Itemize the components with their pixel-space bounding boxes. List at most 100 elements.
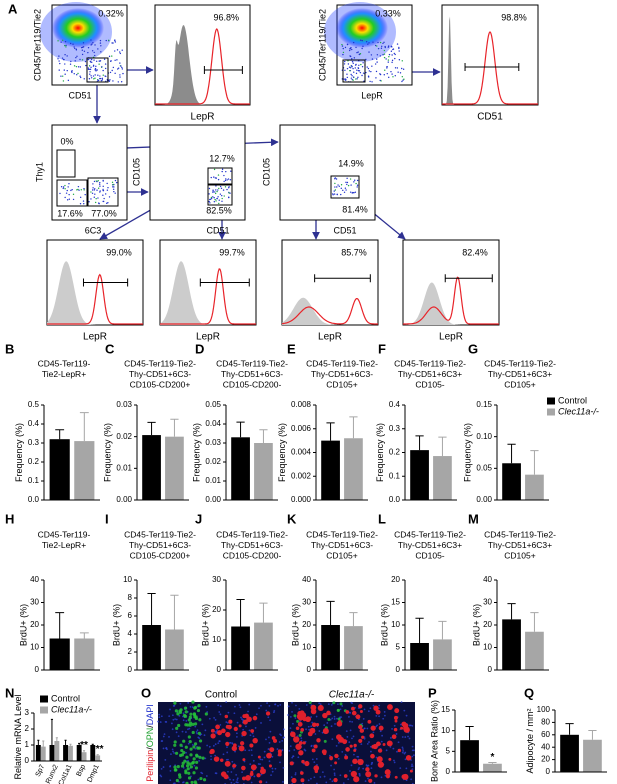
event-dot	[384, 69, 386, 71]
event-dot	[368, 70, 371, 72]
event-dot	[115, 181, 118, 184]
event-dot	[97, 79, 100, 82]
event-dot	[120, 81, 123, 83]
axis-label: CD45/Ter119/Tie2	[317, 9, 327, 81]
nucleus	[247, 710, 249, 713]
y-tick-label: 10	[483, 643, 492, 652]
event-dot	[94, 201, 97, 204]
event-dot	[67, 79, 70, 82]
bone-stain	[180, 764, 185, 768]
event-dot	[210, 176, 212, 179]
nucleus	[361, 722, 364, 725]
y-tick-label: 0	[396, 665, 401, 674]
event-dot	[388, 56, 390, 58]
gate	[87, 177, 119, 207]
event-dot	[102, 188, 104, 191]
axes	[225, 405, 278, 501]
stained-histogram	[155, 27, 250, 105]
adipocyte	[394, 775, 398, 779]
nucleus	[226, 722, 229, 724]
gate-percent: 85.7%	[341, 247, 367, 257]
nucleus	[196, 732, 199, 735]
adipocyte	[370, 725, 376, 731]
error-bar	[69, 743, 72, 746]
event-dot	[76, 189, 78, 191]
event-dot	[342, 51, 345, 54]
gate-percent: 0.33%	[375, 8, 401, 18]
event-dot	[221, 197, 223, 200]
bone-stain	[179, 753, 183, 757]
nucleus	[238, 704, 241, 706]
control-histogram	[282, 297, 378, 325]
event-dot	[57, 40, 59, 42]
nucleus	[378, 715, 380, 718]
error-bar	[415, 617, 424, 643]
event-dot	[87, 58, 90, 61]
event-dot	[76, 74, 78, 76]
nucleus	[185, 751, 187, 754]
nucleus	[257, 763, 260, 765]
event-dot	[334, 177, 337, 179]
nucleus	[177, 735, 180, 738]
adipocyte	[239, 741, 245, 746]
event-dot	[77, 188, 79, 191]
bone-stain	[194, 766, 199, 770]
adipocyte	[233, 726, 238, 732]
nucleus	[187, 702, 190, 704]
nucleus	[187, 728, 189, 731]
event-dot	[75, 65, 78, 68]
event-dot	[228, 192, 230, 194]
event-dot	[102, 185, 104, 188]
event-dot	[384, 46, 386, 49]
event-dot	[359, 71, 362, 74]
event-dot	[111, 181, 114, 184]
nucleus	[366, 742, 369, 745]
nucleus	[216, 729, 219, 732]
event-dot	[63, 69, 65, 71]
event-dot	[72, 193, 75, 196]
gate-percent: 17.6%	[57, 208, 83, 218]
nucleus	[274, 703, 276, 706]
event-dot	[104, 63, 107, 65]
event-dot	[352, 76, 355, 78]
stain-label: Perilipin/OPN/DAPI	[145, 704, 155, 782]
event-dot	[375, 77, 377, 79]
nucleus	[357, 768, 360, 771]
nucleus	[174, 718, 177, 721]
axis-label: LepR	[191, 112, 215, 123]
event-dot	[368, 51, 370, 53]
event-dot	[352, 62, 354, 65]
y-tick-label: 20	[302, 620, 311, 629]
adipocyte	[345, 710, 350, 714]
bar	[410, 643, 429, 670]
error-bar	[170, 594, 179, 630]
adipocyte	[387, 704, 393, 711]
bar	[525, 631, 544, 670]
nucleus	[265, 709, 268, 712]
event-dot	[94, 67, 97, 70]
nucleus	[323, 775, 326, 778]
y-tick-label: 0.00	[116, 495, 132, 504]
event-dot	[386, 66, 388, 68]
adipocyte	[250, 729, 255, 733]
event-dot	[69, 42, 72, 45]
event-dot	[111, 55, 113, 57]
panel-letter: L	[378, 511, 386, 526]
adipocyte	[258, 780, 263, 784]
event-dot	[348, 66, 351, 68]
axes	[404, 405, 457, 501]
bone-stain	[183, 714, 188, 718]
adipocyte	[228, 719, 233, 724]
y-tick-label: 0.00	[205, 495, 221, 504]
bone-stain	[173, 740, 177, 744]
adipocyte	[292, 734, 296, 738]
bone-stain	[182, 739, 186, 743]
gate-percent: 12.7%	[209, 153, 235, 163]
event-dot	[351, 58, 353, 60]
adipocyte	[334, 761, 338, 765]
nucleus	[367, 710, 370, 713]
y-axis-label: Frequency (%)	[102, 423, 112, 482]
nucleus	[349, 720, 351, 723]
event-dot	[388, 53, 391, 56]
nucleus	[350, 701, 353, 704]
